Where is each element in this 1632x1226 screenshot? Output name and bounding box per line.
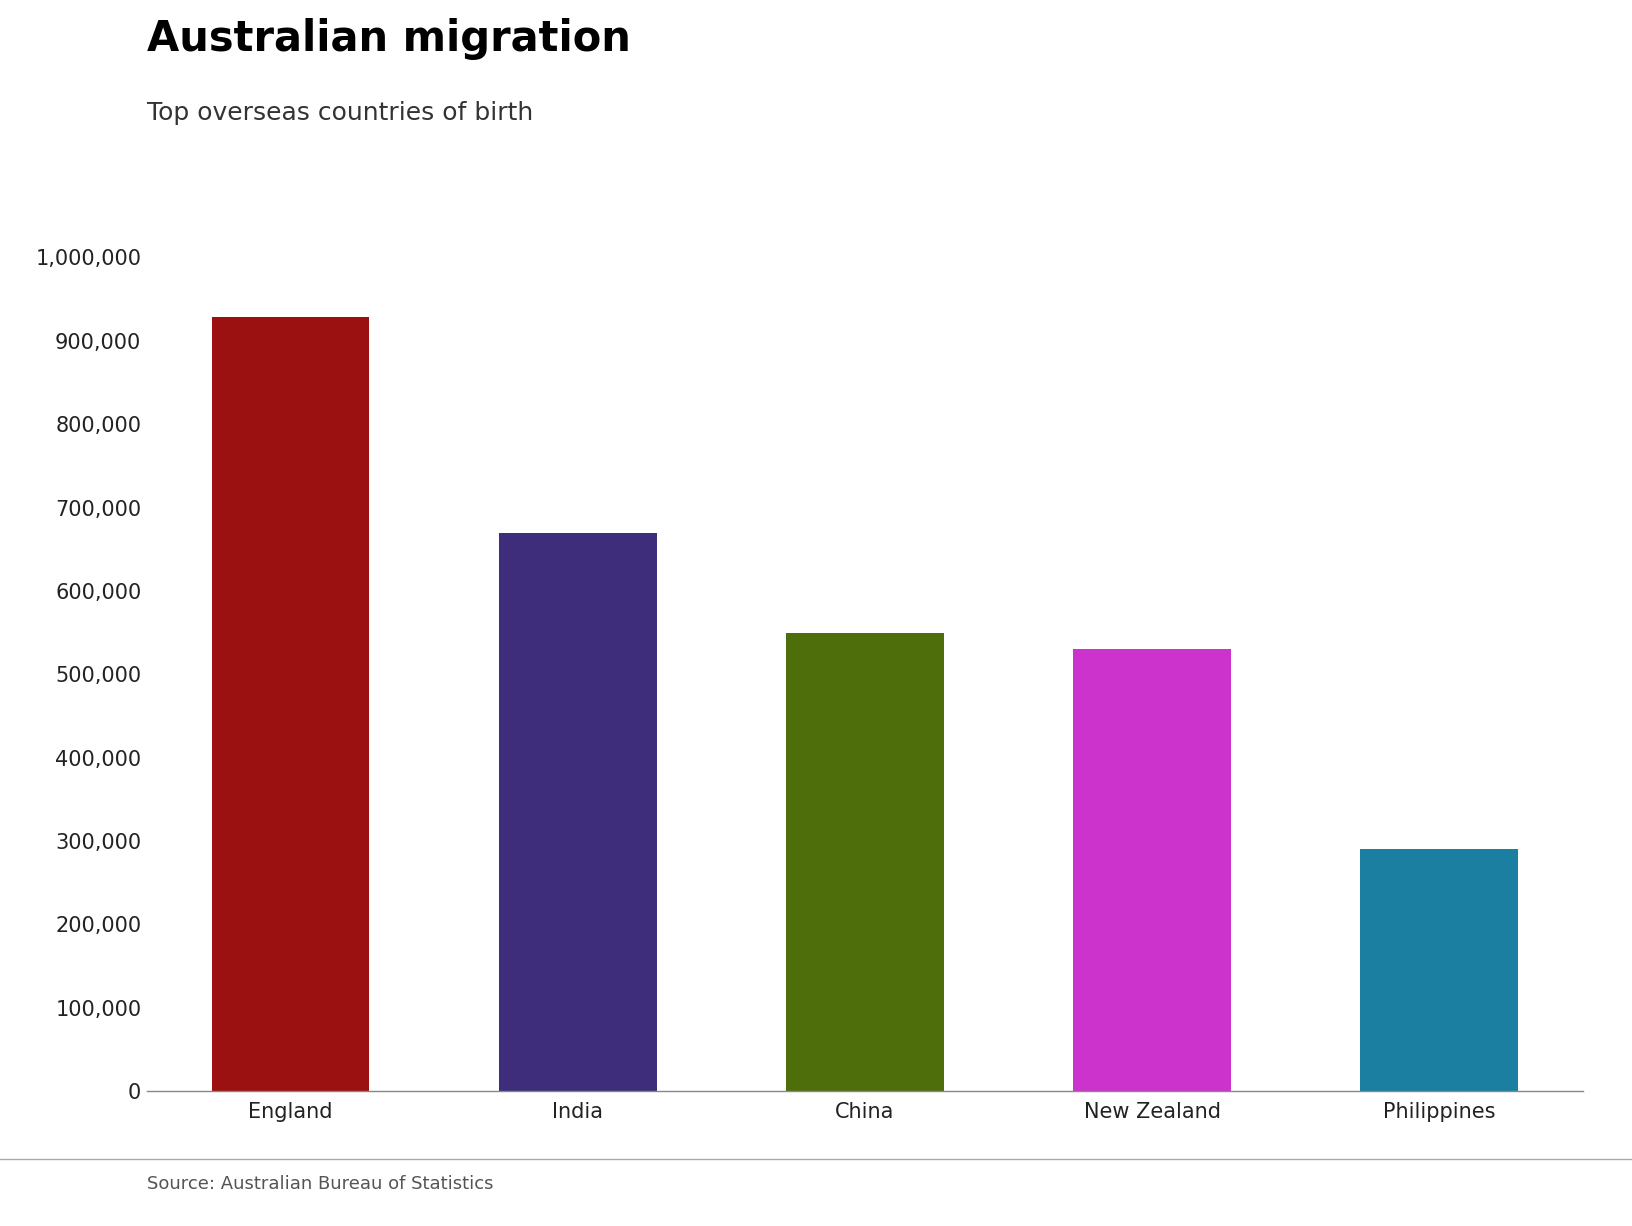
Text: Source: Australian Bureau of Statistics: Source: Australian Bureau of Statistics <box>147 1175 493 1193</box>
Text: Top overseas countries of birth: Top overseas countries of birth <box>147 101 534 125</box>
Bar <box>499 532 656 1091</box>
Text: Australian migration: Australian migration <box>147 18 630 60</box>
Bar <box>1361 850 1518 1091</box>
Bar <box>787 633 943 1091</box>
Bar <box>212 318 369 1091</box>
Bar <box>1074 650 1231 1091</box>
